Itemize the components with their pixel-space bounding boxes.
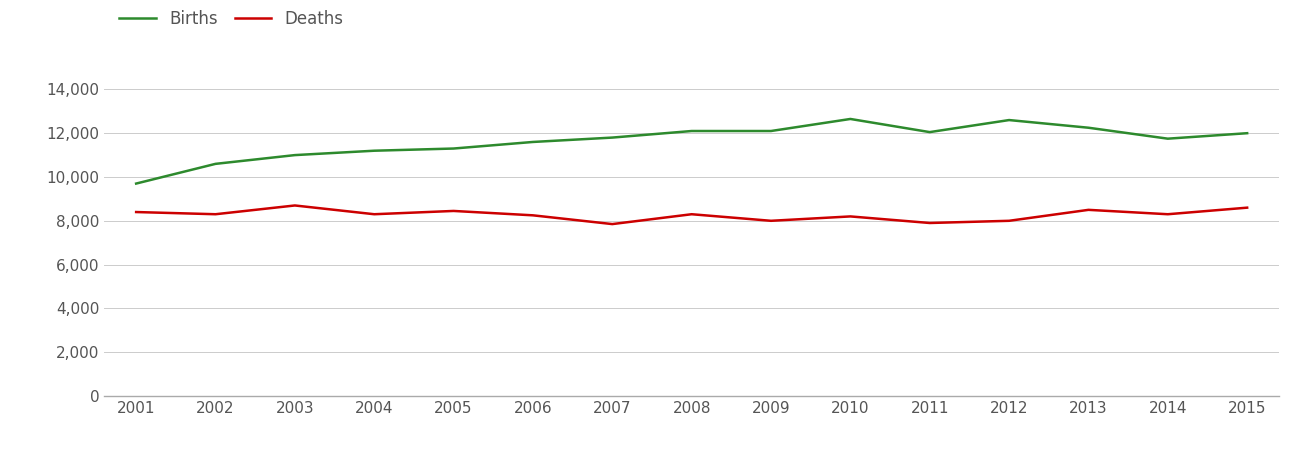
Line: Deaths: Deaths: [136, 206, 1248, 224]
Deaths: [843, 214, 859, 219]
Births: [287, 153, 303, 158]
Births: [1160, 136, 1176, 141]
Deaths: [921, 220, 937, 226]
Births: [525, 139, 540, 144]
Deaths: [604, 221, 620, 227]
Deaths: [763, 218, 779, 224]
Births: [921, 130, 937, 135]
Births: [843, 116, 859, 122]
Line: Births: Births: [136, 119, 1248, 184]
Births: [1001, 117, 1017, 123]
Deaths: [128, 209, 144, 215]
Deaths: [1081, 207, 1096, 212]
Deaths: [684, 212, 699, 217]
Deaths: [1160, 212, 1176, 217]
Births: [604, 135, 620, 140]
Deaths: [367, 212, 382, 217]
Births: [1240, 130, 1255, 136]
Legend: Births, Deaths: Births, Deaths: [112, 4, 350, 35]
Deaths: [446, 208, 462, 214]
Deaths: [1240, 205, 1255, 210]
Births: [763, 128, 779, 134]
Births: [684, 128, 699, 134]
Deaths: [207, 212, 223, 217]
Deaths: [525, 213, 540, 218]
Deaths: [287, 203, 303, 208]
Births: [128, 181, 144, 186]
Births: [207, 161, 223, 166]
Deaths: [1001, 218, 1017, 224]
Births: [367, 148, 382, 153]
Births: [446, 146, 462, 151]
Births: [1081, 125, 1096, 130]
